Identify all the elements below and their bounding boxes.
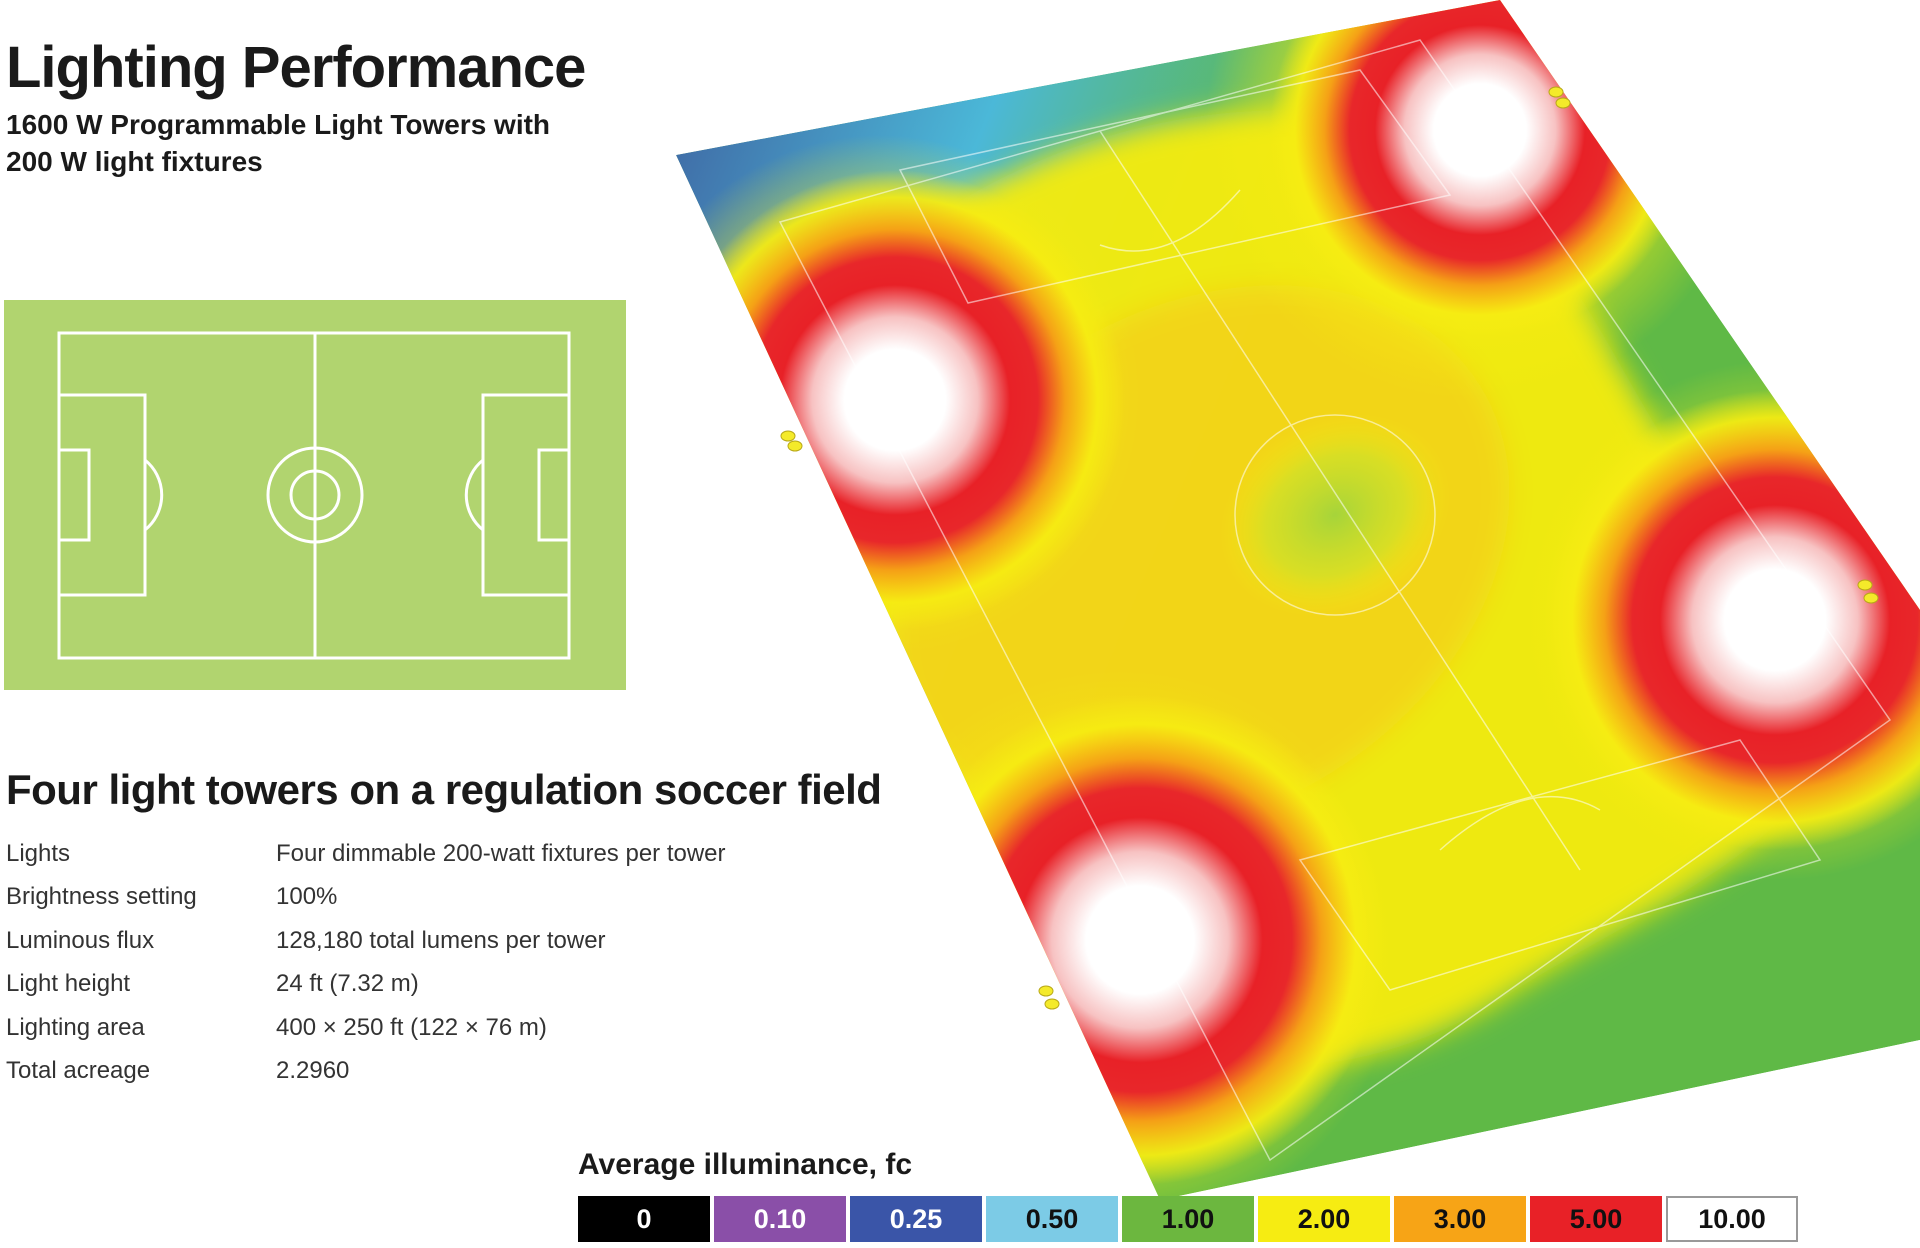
legend-item: 10.00	[1666, 1196, 1798, 1242]
spec-row: Brightness setting 100%	[6, 876, 826, 920]
light-tower-icons	[780, 86, 1879, 1010]
legend-title: Average illuminance, fc	[578, 1148, 913, 1181]
spec-label: Brightness setting	[6, 883, 197, 911]
legend-item: 5.00	[1530, 1196, 1662, 1242]
illuminance-legend: 0 0.10 0.25 0.50 1.00 2.00 3.00 5.00 10.00	[578, 1196, 1798, 1242]
tower-icon-left	[780, 430, 803, 452]
spec-label: Lighting area	[6, 1013, 145, 1041]
field-markings	[778, 39, 1892, 1162]
tower-icon-bottom	[1038, 985, 1060, 1010]
legend-item: 0.10	[714, 1196, 846, 1242]
spec-row: Luminous flux 128,180 total lumens per t…	[6, 919, 826, 963]
specs-table: Lights Four dimmable 200-watt fixtures p…	[6, 832, 826, 1093]
left-penalty-arc	[144, 458, 164, 532]
spec-value: 400 × 250 ft (122 × 76 m)	[276, 1013, 547, 1041]
tower-icon-top	[1548, 86, 1571, 109]
spec-label: Total acreage	[6, 1057, 151, 1085]
spec-value: 128,180 total lumens per tower	[276, 926, 606, 954]
spec-value: 2.2960	[276, 1057, 350, 1085]
spec-value: Four dimmable 200-watt fixtures per towe…	[276, 839, 726, 867]
spec-value: 24 ft (7.32 m)	[276, 970, 419, 998]
legend-item: 0	[578, 1196, 710, 1242]
spec-row: Light height 24 ft (7.32 m)	[6, 963, 826, 1007]
spec-row: Lighting area 400 × 250 ft (122 × 76 m)	[6, 1006, 826, 1050]
spec-label: Light height	[6, 970, 131, 998]
spec-value: 100%	[276, 883, 338, 911]
soccer-field-diagram	[4, 300, 626, 690]
tower-icon-right	[1857, 579, 1879, 604]
page-subtitle: 1600 W Programmable Light Towers with 20…	[6, 109, 551, 177]
left-goal-box	[57, 448, 91, 542]
legend-item: 0.50	[986, 1196, 1118, 1242]
center-circle	[266, 446, 364, 544]
spec-row: Lights Four dimmable 200-watt fixtures p…	[6, 832, 826, 876]
section-heading: Four light towers on a regulation soccer…	[6, 766, 882, 813]
legend-item: 3.00	[1394, 1196, 1526, 1242]
spec-row: Total acreage 2.2960	[6, 1050, 826, 1094]
legend-item: 1.00	[1122, 1196, 1254, 1242]
right-penalty-arc	[464, 458, 484, 532]
legend-item: 0.25	[850, 1196, 982, 1242]
spec-label: Luminous flux	[6, 926, 155, 954]
legend-item: 2.00	[1258, 1196, 1390, 1242]
page-title: Lighting Performance	[6, 35, 586, 100]
center-spot-ring	[289, 469, 341, 521]
right-goal-box	[537, 448, 571, 542]
spec-label: Lights	[6, 839, 71, 867]
